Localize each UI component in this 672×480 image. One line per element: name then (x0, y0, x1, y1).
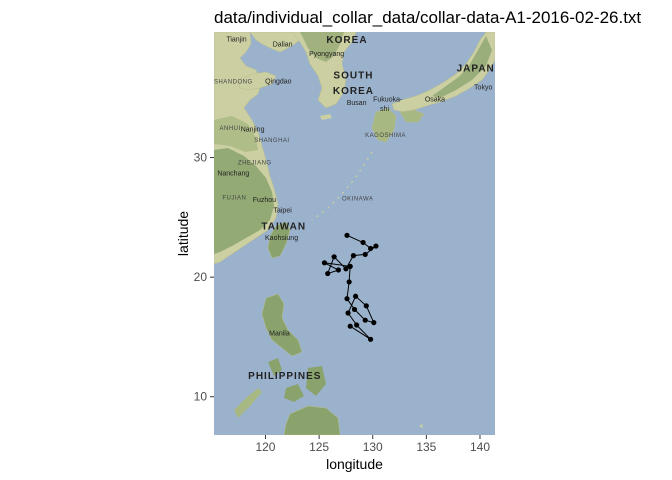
land-small-island (419, 424, 423, 428)
chart-title: data/individual_collar_data/collar-data-… (214, 8, 641, 27)
y-tick-label: 10 (194, 390, 208, 404)
track-point (344, 232, 350, 238)
city-label: Nanjing (241, 126, 265, 133)
city-label: Manila (269, 331, 290, 338)
y-axis-title: latitude (175, 211, 191, 256)
land-palawan (234, 388, 262, 418)
land-korea-forest (300, 32, 344, 62)
land-mindoro (268, 358, 282, 376)
x-tick-label: 120 (255, 440, 275, 454)
track-point (363, 303, 369, 309)
city-label: Osaka (425, 96, 445, 103)
land-shikoku (399, 109, 425, 123)
country-label: KOREA (333, 86, 374, 97)
track-point (325, 270, 331, 277)
land-ryukyu (311, 151, 373, 221)
track-point (362, 317, 368, 323)
land-samar-leyte (306, 366, 326, 396)
region-label: OKINAWA (342, 197, 373, 203)
track-point (350, 253, 357, 259)
city-label: Taipei (273, 208, 292, 215)
track-point (367, 245, 374, 252)
city-label: Tianjin (226, 37, 246, 44)
land-china-forest (214, 148, 274, 254)
region-label: ZHEJIANG (238, 161, 272, 167)
track-point (367, 336, 374, 342)
country-label: SOUTH (333, 71, 373, 82)
country-label: JAPAN (457, 63, 495, 74)
land-panay (284, 384, 304, 402)
y-axis: 10 20 30 (194, 151, 214, 404)
track-point (352, 293, 359, 299)
city-label: Pyongyang (309, 51, 344, 58)
city-label: Fukuoka- (373, 96, 403, 103)
city-label: shi (380, 106, 389, 113)
city-label: Tokyo (474, 84, 492, 91)
track-point (360, 239, 366, 246)
x-tick-label: 130 (363, 440, 383, 454)
land-kyushu (371, 107, 397, 143)
track-point (354, 322, 360, 328)
track-point (346, 279, 352, 285)
country-label: PHILIPPINES (248, 371, 321, 382)
track-point (321, 260, 328, 266)
country-label: TAIWAN (261, 221, 306, 232)
land-mindanao (283, 405, 341, 435)
city-label: Kaohsiung (265, 235, 298, 242)
track-point (351, 306, 358, 313)
city-label: Nanchang (217, 171, 249, 178)
land-jeju (320, 114, 332, 120)
track-point (347, 263, 353, 269)
city-label: Qingdao (265, 78, 292, 85)
x-axis: 120 125 130 135 140 (255, 435, 490, 454)
land-luzon (261, 293, 303, 357)
track-point (343, 266, 349, 272)
track-point (345, 310, 351, 316)
region-label: ANHUI (220, 126, 241, 132)
land-honshu-forest (432, 36, 492, 98)
country-label: KOREA (326, 35, 367, 46)
region-label: KAGOSHIMA (365, 133, 406, 139)
city-label: Busan (347, 100, 367, 107)
track-point (347, 323, 353, 329)
track-point (373, 243, 379, 249)
region-label: FUJIAN (222, 195, 246, 201)
x-tick-label: 140 (470, 440, 490, 454)
land-korea (291, 32, 357, 109)
land-china-forest-2 (214, 116, 258, 152)
map-labels: SHANDONG ANHUI SHANGHAI ZHEJIANG FUJIAN KAGOS… (214, 35, 495, 382)
land-taiwan (267, 221, 291, 259)
collar-track-points (321, 232, 379, 342)
track-point (371, 319, 377, 326)
x-tick-label: 125 (309, 440, 329, 454)
track-point (362, 251, 368, 258)
track-point (344, 296, 350, 302)
y-tick-label: 20 (194, 270, 208, 284)
map-panel: SHANDONG ANHUI SHANGHAI ZHEJIANG FUJIAN KAGOS… (214, 32, 495, 435)
x-tick-label: 135 (416, 440, 436, 454)
region-label: SHANGHAI (254, 138, 289, 144)
track-point (331, 254, 337, 260)
land-shandong (237, 71, 277, 91)
y-tick-label: 30 (194, 151, 208, 165)
track-point (335, 267, 342, 273)
x-axis-title: longitude (326, 456, 383, 472)
region-label: SHANDONG (214, 79, 253, 85)
city-label: Dalian (273, 41, 293, 48)
city-label: Fuzhou (253, 197, 276, 204)
